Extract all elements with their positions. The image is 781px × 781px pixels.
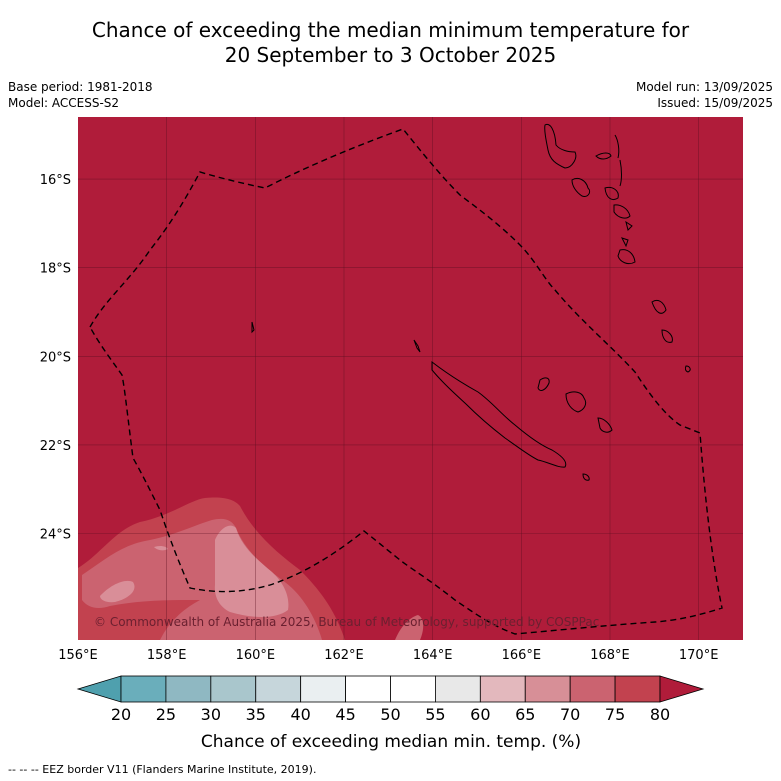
map-panel: [78, 117, 743, 640]
coastlines: [251, 123, 691, 481]
rennell-island: [251, 321, 255, 334]
lon-tick-label: 162°E: [324, 648, 364, 663]
colorbar-segment: [210, 675, 257, 703]
lifou-island: [565, 391, 587, 413]
colorbar-under-arrow: [76, 675, 122, 703]
colorbar-title: Chance of exceeding median min. temp. (%…: [201, 732, 581, 752]
colorbar-segment: [524, 675, 571, 703]
lon-tick-label: 160°E: [236, 648, 276, 663]
new-caledonia-coast: [431, 360, 567, 468]
colorbar-segment: [390, 675, 436, 703]
colorbar-tick-label: 70: [560, 705, 580, 724]
contour-65-small: [100, 580, 135, 603]
eez-border: [89, 128, 723, 635]
colorbar: 20 25 30 35 40 45 50 55 60 65 70 75 80: [76, 675, 705, 724]
lat-tick-label: 24°S: [40, 528, 71, 543]
small-island-2: [661, 329, 673, 343]
colorbar-segment: [345, 675, 391, 703]
mare-island: [597, 417, 613, 433]
longitude-labels: 156°E 158°E 160°E 162°E 164°E 166°E 168°E 170°E: [58, 648, 718, 663]
colorbar-tick-label: 45: [335, 705, 355, 724]
footer-note: -- -- -- EEZ border V11 (Flanders Marine…: [8, 763, 317, 776]
colorbar-tick-label: 25: [156, 705, 176, 724]
colorbar-tick-label: 30: [201, 705, 221, 724]
colorbar-tick-label: 35: [246, 705, 266, 724]
issued-date: Issued: 15/09/2025: [657, 96, 773, 110]
isle-of-pines: [582, 473, 590, 481]
colorbar-tick-label: 55: [425, 705, 445, 724]
lon-tick-label: 168°E: [590, 648, 630, 663]
colorbar-tick-label: 80: [650, 705, 670, 724]
lat-tick-label: 16°S: [40, 173, 71, 188]
contour-70-east: [395, 615, 424, 640]
colorbar-segment: [300, 675, 346, 703]
efate: [613, 204, 631, 219]
colorbar-tick-label: 65: [515, 705, 535, 724]
lon-tick-label: 170°E: [679, 648, 719, 663]
erromango: [617, 249, 636, 265]
contour-65: [214, 525, 289, 617]
lat-tick-label: 20°S: [40, 350, 71, 365]
lon-tick-label: 166°E: [502, 648, 542, 663]
lat-tick-label: 22°S: [40, 439, 71, 454]
colorbar-segment: [165, 675, 212, 703]
base-period: Base period: 1981-2018: [8, 80, 153, 94]
small-island-3: [684, 365, 691, 373]
gridlines: [78, 117, 743, 640]
contour-65-fleck: [154, 545, 168, 551]
meta-right: Model run: 13/09/2025 Issued: 15/09/2025: [636, 79, 773, 111]
colorbar-segment: [435, 675, 481, 703]
belep-island: [413, 339, 421, 353]
lon-tick-label: 164°E: [413, 648, 453, 663]
colorbar-tick-label: 20: [111, 705, 131, 724]
colorbar-over-arrow: [659, 675, 705, 703]
meta-left: Base period: 1981-2018 Model: ACCESS-S2: [8, 79, 153, 111]
ambae: [595, 152, 612, 160]
lon-tick-label: 158°E: [147, 648, 187, 663]
maewo-pentecost: [614, 134, 622, 187]
colorbar-segment: [479, 675, 526, 703]
shepherds: [625, 220, 633, 231]
title-line-2: 20 September to 3 October 2025: [224, 43, 557, 67]
tanna: [621, 237, 629, 248]
map-title: Chance of exceeding the median minimum t…: [0, 18, 781, 68]
colorbar-tick-label: 75: [605, 705, 625, 724]
colorbar-tick-label: 60: [470, 705, 490, 724]
colorbar-segment: [569, 675, 616, 703]
latitude-labels: 16°S 18°S 20°S 22°S 24°S: [40, 173, 71, 543]
malakula: [571, 177, 591, 197]
small-island-1: [651, 299, 667, 314]
espiritu-santo: [544, 123, 577, 169]
colorbar-segment: [255, 675, 302, 703]
colorbar-tick-label: 50: [380, 705, 400, 724]
lon-tick-label: 156°E: [58, 648, 98, 663]
ouvea-island: [537, 377, 550, 391]
colorbar-tick-label: 40: [290, 705, 310, 724]
model-run: Model run: 13/09/2025: [635, 80, 773, 94]
copyright-text: © Commonwealth of Australia 2025, Bureau…: [94, 615, 599, 629]
lat-tick-label: 18°S: [40, 262, 71, 277]
colorbar-segment: [614, 675, 661, 703]
colorbar-segment: [120, 675, 167, 703]
epi-ambrym: [604, 187, 619, 201]
title-line-1: Chance of exceeding the median minimum t…: [91, 18, 690, 42]
model-name: Model: ACCESS-S2: [8, 96, 120, 110]
